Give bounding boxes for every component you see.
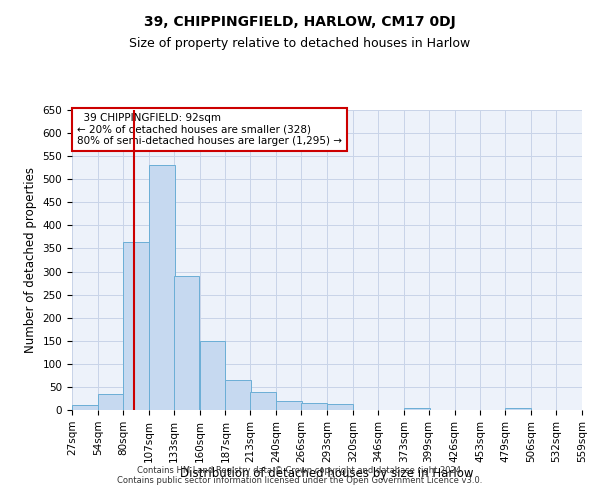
Bar	[327, 404, 353, 410]
Bar	[123, 242, 149, 410]
Bar	[149, 166, 175, 410]
Y-axis label: Number of detached properties: Number of detached properties	[24, 167, 37, 353]
Bar	[301, 403, 327, 410]
Bar	[250, 392, 276, 410]
Bar	[173, 276, 199, 410]
Bar	[72, 406, 98, 410]
Bar	[505, 408, 531, 410]
Bar	[276, 401, 302, 410]
Text: Size of property relative to detached houses in Harlow: Size of property relative to detached ho…	[130, 38, 470, 51]
Text: 39 CHIPPINGFIELD: 92sqm
← 20% of detached houses are smaller (328)
80% of semi-d: 39 CHIPPINGFIELD: 92sqm ← 20% of detache…	[77, 113, 342, 146]
X-axis label: Distribution of detached houses by size in Harlow: Distribution of detached houses by size …	[180, 468, 474, 480]
Text: 39, CHIPPINGFIELD, HARLOW, CM17 0DJ: 39, CHIPPINGFIELD, HARLOW, CM17 0DJ	[144, 15, 456, 29]
Bar	[404, 408, 430, 410]
Bar	[98, 394, 124, 410]
Text: Contains HM Land Registry data © Crown copyright and database right 2024.
Contai: Contains HM Land Registry data © Crown c…	[118, 466, 482, 485]
Bar	[199, 341, 226, 410]
Bar	[226, 380, 251, 410]
